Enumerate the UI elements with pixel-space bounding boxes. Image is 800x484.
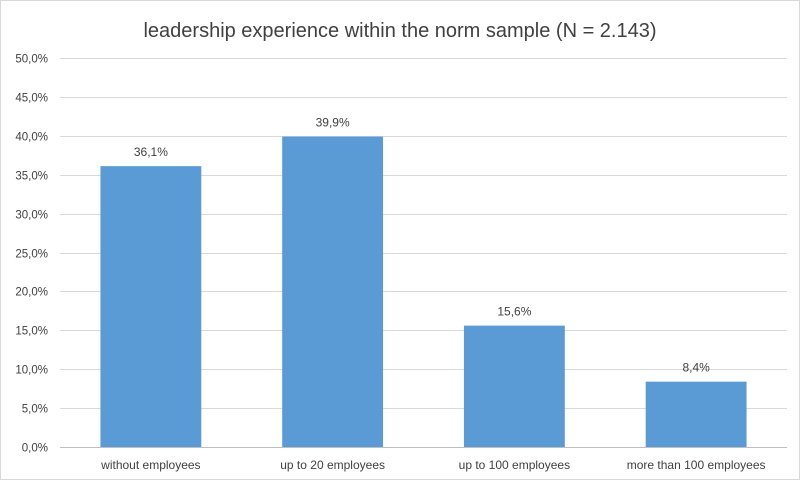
- y-tick-label: 10,0%: [15, 365, 48, 377]
- y-tick-label: 15,0%: [15, 326, 48, 338]
- y-tick-label: 5,0%: [22, 404, 48, 416]
- bar: [645, 381, 747, 447]
- data-label: 15,6%: [497, 305, 531, 319]
- category-label: up to 100 employees: [459, 458, 570, 472]
- data-label: 36,1%: [134, 145, 168, 159]
- y-tick-label: 50,0%: [15, 54, 48, 66]
- bar: [463, 325, 565, 447]
- y-tick-label: 20,0%: [15, 287, 48, 299]
- y-tick-label: 0,0%: [22, 443, 48, 455]
- category-labels: without employees up to 20 employees up to…: [100, 458, 765, 472]
- chart-title: leadership experience within the norm sa…: [143, 20, 656, 42]
- data-label: 39,9%: [316, 116, 350, 130]
- y-tick-label: 30,0%: [15, 210, 48, 222]
- y-tick-label: 25,0%: [15, 249, 48, 261]
- bars: [100, 136, 747, 447]
- y-axis-ticks: 0,0% 5,0% 10,0% 15,0% 20,0% 25,0% 30,0% 35,0% 40…: [15, 54, 48, 455]
- y-tick-label: 35,0%: [15, 171, 48, 183]
- bar: [282, 136, 384, 447]
- data-labels: 36,1% 39,9% 15,6% 8,4%: [134, 116, 710, 375]
- y-tick-label: 45,0%: [15, 93, 48, 105]
- data-label: 8,4%: [682, 361, 710, 375]
- category-label: without employees: [100, 458, 200, 472]
- bar: [100, 166, 202, 447]
- category-label: more than 100 employees: [627, 458, 766, 472]
- category-label: up to 20 employees: [280, 458, 385, 472]
- y-tick-label: 40,0%: [15, 132, 48, 144]
